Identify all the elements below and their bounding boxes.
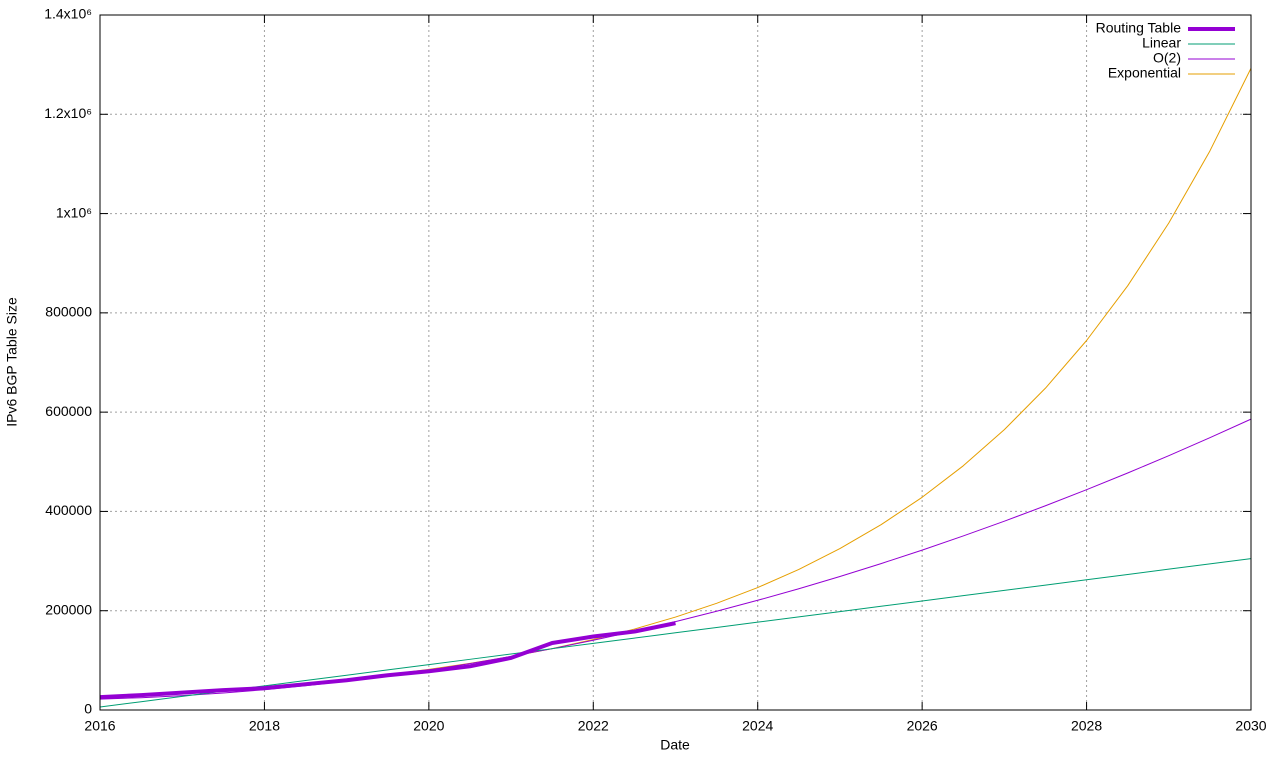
x-tick-label: 2016 — [84, 718, 115, 734]
y-tick-label: 1x10⁶ — [56, 204, 92, 220]
x-tick-label: 2022 — [578, 718, 609, 734]
y-tick-label: 0 — [84, 701, 92, 717]
legend-label: Routing Table — [1096, 20, 1182, 36]
plot-border — [99, 14, 1252, 711]
series-line — [99, 621, 676, 700]
x-axis-label: Date — [660, 737, 690, 753]
y-tick-label: 400000 — [45, 502, 92, 518]
legend-label: Linear — [1142, 35, 1181, 51]
y-axis-label: IPv6 BGP Table Size — [4, 297, 20, 427]
y-tick-label: 1.4x10⁶ — [44, 6, 92, 22]
y-tick-label: 600000 — [45, 403, 92, 419]
x-tick-label: 2020 — [413, 718, 444, 734]
series-line — [99, 418, 1252, 700]
x-tick-label: 2028 — [1071, 718, 1102, 734]
series-line — [99, 558, 1252, 708]
series-line — [99, 67, 1252, 698]
legend-label: O(2) — [1153, 50, 1181, 66]
legend-label: Exponential — [1108, 65, 1181, 81]
y-tick-label: 800000 — [45, 304, 92, 320]
x-tick-label: 2024 — [742, 718, 773, 734]
y-tick-label: 200000 — [45, 601, 92, 617]
x-tick-label: 2030 — [1235, 718, 1266, 734]
x-tick-label: 2026 — [907, 718, 938, 734]
y-tick-label: 1.2x10⁶ — [44, 105, 92, 121]
x-tick-label: 2018 — [249, 718, 280, 734]
